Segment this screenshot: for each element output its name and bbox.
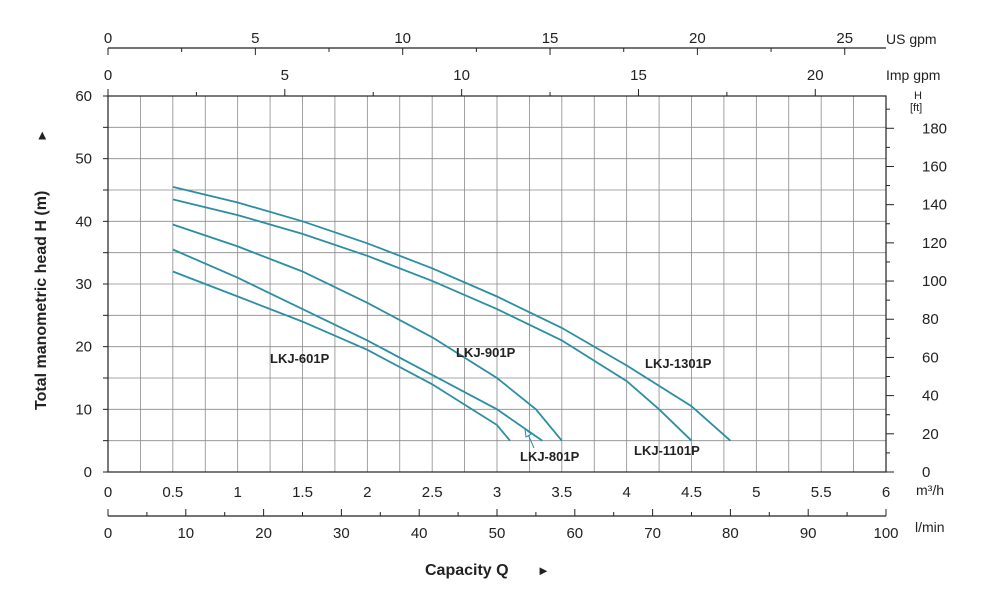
x-tick-label: 1	[233, 484, 241, 501]
lmin-tick-label: 90	[800, 525, 817, 542]
imp-gpm-tick-label: 20	[807, 67, 824, 84]
series-line-lkj-801p	[172, 248, 543, 442]
series-line-lkj-601p	[172, 270, 511, 442]
ft-tick-label: 180	[922, 120, 947, 137]
y-tick-label: 60	[75, 88, 92, 105]
ft-tick-label: 160	[922, 158, 947, 175]
x-tick-label: 0.5	[162, 484, 183, 501]
y-axis-arrow-icon: ►	[34, 129, 49, 142]
ft-tick-label: 80	[922, 311, 939, 328]
us-gpm-tick-label: 15	[542, 30, 559, 47]
series-label-lkj-901p: LKJ-901P	[456, 345, 516, 360]
x-tick-label: 5	[752, 484, 760, 501]
imp-gpm-tick-label: 15	[630, 67, 647, 84]
y-tick-label: 20	[75, 339, 92, 356]
x-unit-lmin: l/min	[915, 519, 945, 535]
x-tick-label: 4.5	[681, 484, 702, 501]
y-tick-label: 40	[75, 213, 92, 230]
series-label-lkj-601p: LKJ-601P	[270, 351, 330, 366]
series-line-lkj-1301p	[172, 186, 731, 442]
imp-gpm-tick-label: 0	[104, 67, 112, 84]
ft-tick-label: 100	[922, 273, 947, 290]
x-unit-imp-gpm: Imp gpm	[886, 67, 940, 83]
us-gpm-tick-label: 5	[251, 30, 259, 47]
x-axis-imp-gpm: 0 5 10 15 20	[104, 67, 824, 96]
y-axis-ft: 0 20 40 60 80 100 120 140 160 180	[886, 108, 947, 481]
label-pointer-head-801p	[524, 427, 532, 438]
us-gpm-tick-label: 10	[394, 30, 411, 47]
ft-tick-label: 60	[922, 349, 939, 366]
x-axis-lmin: 0 10 20 30 40 50 60 70 80 90 100	[104, 509, 899, 542]
series-line-lkj-1101p	[172, 198, 693, 442]
x-axis-title: Capacity Q ►	[425, 562, 550, 579]
x-axis-m3h: 0 0.5 1 1.5 2 2.5 3 3.5 4 4.5 5 5.5 6	[104, 484, 890, 501]
y-tick-label: 30	[75, 276, 92, 293]
imp-gpm-tick-label: 5	[281, 67, 289, 84]
us-gpm-tick-label: 25	[836, 30, 853, 47]
x-tick-label: 3	[493, 484, 501, 501]
y-tick-label: 0	[84, 464, 92, 481]
ft-tick-label: 140	[922, 197, 947, 214]
x-axis-title-text: Capacity Q	[425, 562, 509, 579]
us-gpm-tick-label: 0	[104, 30, 112, 47]
y-tick-label: 10	[75, 401, 92, 418]
ft-tick-label: 120	[922, 235, 947, 252]
x-axis-us-gpm: 0 5 10 15 20 25	[104, 30, 886, 55]
x-unit-us-gpm: US gpm	[886, 31, 937, 47]
lmin-tick-label: 50	[489, 525, 506, 542]
x-tick-label: 2	[363, 484, 371, 501]
lmin-tick-label: 100	[873, 525, 898, 542]
grid	[108, 96, 886, 472]
x-tick-label: 2.5	[422, 484, 443, 501]
lmin-tick-label: 30	[333, 525, 350, 542]
lmin-tick-label: 10	[177, 525, 194, 542]
x-unit-m3h: m³/h	[916, 482, 944, 498]
lmin-tick-label: 20	[255, 525, 272, 542]
series-label-lkj-801p: LKJ-801P	[520, 449, 580, 464]
ft-tick-label: 0	[922, 464, 930, 481]
y-axis-title: Total manometric head H (m) ►	[33, 129, 50, 410]
us-gpm-tick-label: 20	[689, 30, 706, 47]
lmin-tick-label: 70	[644, 525, 661, 542]
y-tick-label: 50	[75, 151, 92, 168]
series-line-lkj-901p	[172, 223, 563, 442]
lmin-tick-label: 80	[722, 525, 739, 542]
series-label-lkj-1101p: LKJ-1101P	[634, 443, 700, 458]
lmin-tick-label: 0	[104, 525, 112, 542]
y-unit-ft-top: H	[914, 90, 922, 102]
series-label-lkj-1301p: LKJ-1301P	[645, 356, 712, 371]
series-layer	[172, 186, 731, 442]
x-tick-label: 3.5	[551, 484, 572, 501]
lmin-tick-label: 40	[411, 525, 428, 542]
imp-gpm-tick-label: 10	[453, 67, 470, 84]
series-labels: LKJ-601P LKJ-801P LKJ-901P LKJ-1101P LKJ-130…	[270, 345, 712, 464]
y-unit-ft-bottom: [ft]	[910, 102, 922, 114]
x-axis-arrow-icon: ►	[537, 563, 550, 578]
x-tick-label: 4	[622, 484, 630, 501]
ft-tick-label: 40	[922, 388, 939, 405]
lmin-tick-label: 60	[566, 525, 583, 542]
ft-tick-label: 20	[922, 426, 939, 443]
y-axis-m: 0 10 20 30 40 50 60	[75, 88, 108, 481]
x-tick-label: 0	[104, 484, 112, 501]
y-axis-title-text: Total manometric head H (m)	[33, 191, 50, 410]
x-tick-label: 1.5	[292, 484, 313, 501]
x-tick-label: 5.5	[811, 484, 832, 501]
x-tick-label: 6	[882, 484, 890, 501]
